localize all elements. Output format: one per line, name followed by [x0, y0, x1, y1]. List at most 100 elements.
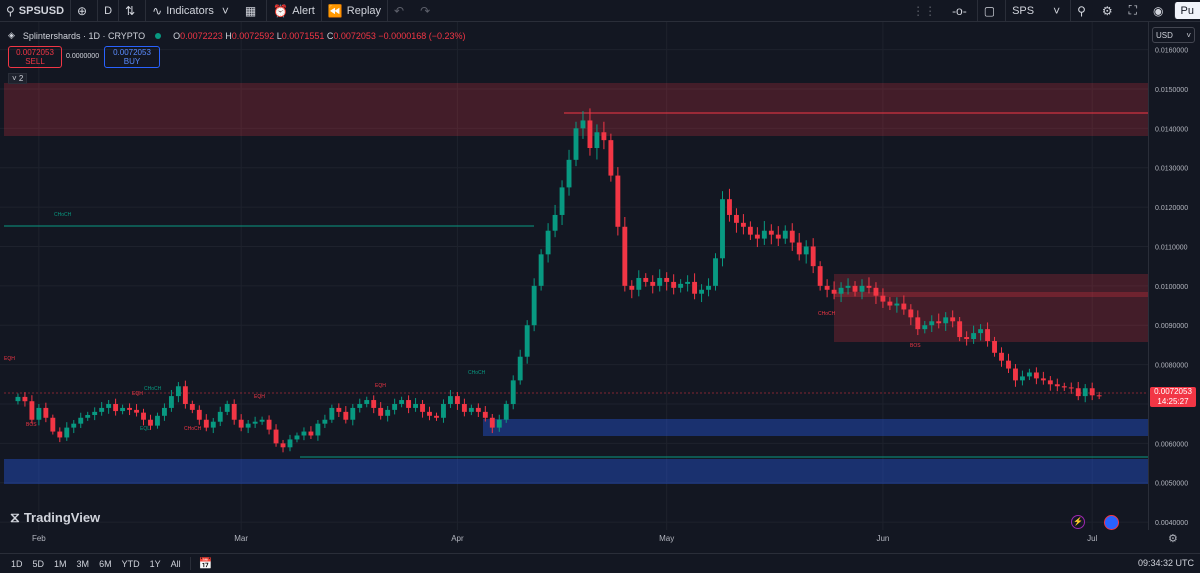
us-flag-icon[interactable]: [1104, 515, 1119, 530]
lightning-event-icon[interactable]: ⚡: [1071, 515, 1085, 529]
current-price-value: 0.0072053: [1154, 387, 1192, 396]
buy-label: BUY: [123, 57, 141, 66]
range-button-3m[interactable]: 3M: [76, 558, 90, 569]
candle-body: [252, 421, 258, 424]
candle-body: [629, 285, 635, 290]
candle-body: [294, 435, 300, 440]
price-scale[interactable]: 0.0160000 0.0150000 0.0140000 0.0130000 0.01…: [1148, 22, 1200, 530]
templates-button[interactable]: ▦: [239, 0, 266, 21]
price-axis: 0.0160000 0.0150000 0.0140000 0.0130000 0.01…: [1155, 48, 1188, 528]
chevron-down-icon: ˅: [12, 74, 17, 83]
candle-body: [475, 407, 481, 412]
settings-button[interactable]: ⚙: [1096, 0, 1123, 21]
candle-body: [706, 285, 711, 290]
layout-button[interactable]: ▢: [976, 0, 1005, 21]
candle-body: [350, 407, 356, 420]
redo-icon: ↷: [420, 3, 431, 18]
drag-handle[interactable]: ⋮⋮: [906, 0, 946, 21]
candle-body: [1082, 388, 1088, 397]
candle-body: [266, 419, 272, 430]
redo-button[interactable]: ↷: [414, 0, 440, 21]
candle-body: [161, 407, 167, 416]
legend-title[interactable]: Splintershards · 1D · CRYPTO: [22, 30, 146, 41]
buy-button[interactable]: 0.0072053 BUY: [104, 46, 160, 68]
candle-body: [503, 403, 509, 420]
candle-body: [768, 230, 774, 235]
sell-button[interactable]: 0.0072053 SELL: [8, 46, 62, 68]
indicators-button[interactable]: ∿ Indicators ˅: [145, 0, 239, 21]
structure-label: EQH: [4, 356, 15, 362]
candle-body: [322, 419, 328, 424]
chart-type-button[interactable]: ⇅: [118, 0, 145, 21]
candle-body: [57, 431, 63, 438]
range-button-1y[interactable]: 1Y: [149, 558, 161, 569]
symbol-search[interactable]: ⚲ SPSUSD: [0, 0, 70, 21]
range-button-5d[interactable]: 5D: [32, 558, 45, 569]
candle-body: [531, 285, 537, 326]
candle-body: [454, 396, 460, 404]
layout-symbol-button[interactable]: SPS ˅: [1005, 0, 1070, 21]
quick-search-button[interactable]: ⚲: [1070, 0, 1096, 21]
time-axis[interactable]: Feb Mar Apr May Jun Jul: [0, 531, 1148, 551]
candle-body: [622, 226, 628, 286]
snapshot-button[interactable]: ◉: [1147, 0, 1173, 21]
square-icon: ▢: [983, 3, 996, 18]
candle-body: [64, 427, 70, 438]
chart-pane[interactable]: EQH BOS CHoCH EQH CHoCH EQL CHoCH EQH EQH CHoCH CH…: [0, 22, 1148, 530]
alert-button[interactable]: ⏰ Alert: [266, 0, 321, 21]
fullscreen-button[interactable]: ⛶: [1123, 0, 1147, 21]
compare-button[interactable]: ⊕: [70, 0, 97, 21]
price-tick-label: 0.0140000: [1155, 126, 1188, 133]
search-icon: ⚲: [6, 3, 15, 18]
candle-body: [287, 439, 293, 448]
gear-icon[interactable]: ⚙: [1168, 533, 1178, 545]
range-button-ytd[interactable]: YTD: [121, 558, 140, 569]
chevron-down-icon: ˅: [1053, 3, 1061, 18]
clock[interactable]: 09:34:32 UTC: [1137, 558, 1194, 568]
price-tick-label: 0.0090000: [1155, 323, 1188, 330]
range-button-6m[interactable]: 6M: [99, 558, 112, 569]
candle-body: [43, 407, 49, 418]
price-tick-label: 0.0050000: [1155, 481, 1188, 488]
candle-body: [29, 401, 35, 420]
range-button-1d[interactable]: 1D: [11, 558, 23, 569]
candle-body: [957, 321, 963, 338]
range-buttons: 1D 5D 1M 3M 6M YTD 1Y All: [6, 559, 186, 569]
candle-body: [845, 285, 851, 288]
calendar-range-icon[interactable]: 📅: [189, 557, 212, 570]
candle-body: [85, 415, 91, 418]
candle-body: [817, 266, 823, 286]
interval-button[interactable]: D: [97, 0, 118, 21]
candle-body: [36, 407, 42, 420]
grid-lines: [0, 22, 1148, 530]
low-label: L: [276, 30, 282, 41]
price-tick-label: 0.0120000: [1155, 205, 1188, 212]
candle-body: [510, 380, 516, 404]
candle-body: [587, 120, 593, 149]
candle-body: [92, 411, 98, 416]
structure-label: CHoCH: [468, 370, 486, 376]
structure-label: EQH: [254, 394, 265, 400]
fullscreen-icon: ⛶: [1128, 3, 1138, 17]
line-tool-button[interactable]: -o-: [946, 0, 977, 21]
open-label: O: [173, 30, 181, 41]
replay-button[interactable]: ⏪ Replay: [320, 0, 387, 21]
publish-button[interactable]: Pu: [1173, 2, 1200, 19]
indicator-collapse-toggle[interactable]: ˅ 2: [8, 73, 28, 84]
range-button-all[interactable]: All: [170, 558, 181, 569]
candle-body: [552, 214, 558, 231]
candle-body: [482, 411, 488, 418]
range-button-1m[interactable]: 1M: [54, 558, 67, 569]
candle-body: [50, 417, 56, 432]
undo-button[interactable]: ↶: [387, 0, 414, 21]
structure-label: CHoCH: [184, 426, 202, 432]
currency-select[interactable]: USD ˅: [1152, 27, 1195, 43]
candle-body: [608, 140, 614, 176]
candle-body: [517, 356, 523, 381]
structure-label: CHoCH: [54, 212, 72, 218]
zones-layer: [4, 83, 1148, 484]
candle-body: [908, 309, 914, 318]
demand-zone-lower: [4, 459, 1148, 484]
candle-body: [371, 400, 377, 408]
